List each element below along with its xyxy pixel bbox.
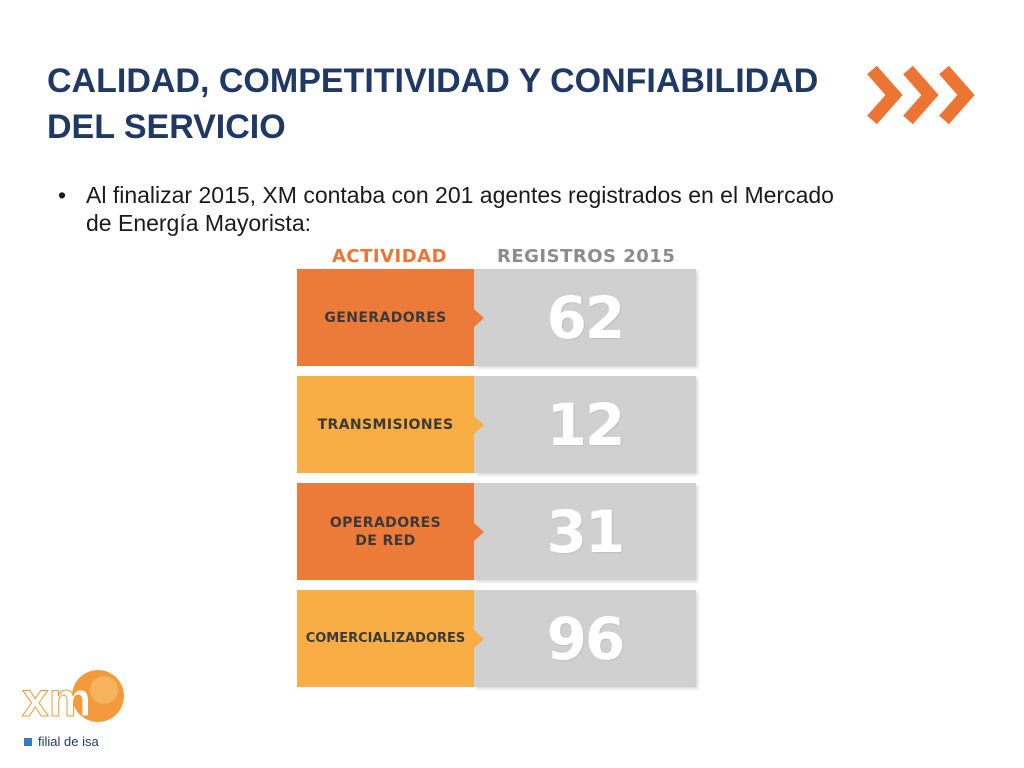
value-box — [474, 483, 696, 580]
registros-value: 31 — [546, 497, 626, 566]
bullet-point: • Al finalizar 2015, XM contaba con 201 … — [58, 181, 838, 237]
row-comercializadores: COMERCIALIZADORES 96 — [297, 590, 697, 687]
activity-label: OPERADORES DE RED — [297, 483, 474, 580]
registros-value: 12 — [546, 390, 626, 459]
activity-label: GENERADORES — [297, 269, 474, 366]
registros-value: 96 — [546, 604, 626, 673]
activity-label: TRANSMISIONES — [297, 376, 474, 473]
header-registros: REGISTROS 2015 — [497, 246, 676, 267]
slide-title: CALIDAD, COMPETITIVIDAD Y CONFIABILIDAD … — [47, 58, 867, 150]
registros-value: 62 — [546, 283, 626, 352]
pointer-arrow — [474, 309, 484, 327]
logo-tagline: filial de isa — [24, 734, 99, 749]
activity-label: COMERCIALIZADORES — [297, 590, 474, 687]
registros-infographic: ACTIVIDAD REGISTROS 2015 GENERADORES 62 … — [297, 243, 699, 690]
row-transmisiones: TRANSMISIONES 12 — [297, 376, 697, 473]
pointer-arrow — [474, 630, 484, 648]
value-box — [474, 269, 696, 366]
slide-title-line-1: CALIDAD, COMPETITIVIDAD Y CONFIABILIDAD — [47, 62, 819, 100]
xm-wordmark: xm — [22, 674, 91, 727]
triple-chevron-right-icon — [867, 65, 975, 125]
bullet-marker: • — [58, 182, 67, 208]
pointer-arrow — [474, 523, 484, 541]
value-box — [474, 376, 696, 473]
row-operadores-de-red: OPERADORES DE RED 31 — [297, 483, 697, 580]
xm-logo: xm — [22, 670, 124, 728]
bullet-text: Al finalizar 2015, XM contaba con 201 ag… — [86, 182, 834, 236]
header-actividad: ACTIVIDAD — [332, 246, 448, 267]
logo-tagline-text: filial de isa — [38, 734, 99, 749]
row-generadores: GENERADORES 62 — [297, 269, 697, 366]
pointer-arrow — [474, 416, 484, 434]
square-icon — [24, 737, 32, 746]
slide-title-line-2: DEL SERVICIO — [47, 108, 286, 146]
value-box — [474, 590, 696, 687]
